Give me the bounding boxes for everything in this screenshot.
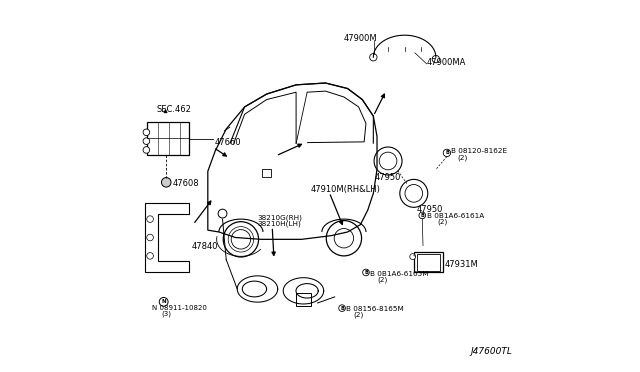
Text: 47950: 47950 [374,173,401,182]
Bar [147,122,189,155]
Text: B 08120-8162E: B 08120-8162E [451,148,507,154]
Text: 47910M(RH&LH): 47910M(RH&LH) [311,185,381,194]
Circle shape [159,298,168,306]
Circle shape [419,212,426,219]
Text: 47950: 47950 [417,205,443,214]
Circle shape [339,305,346,311]
Text: 47660: 47660 [214,138,241,147]
Text: J47600TL: J47600TL [471,347,513,356]
Text: 47840: 47840 [191,242,218,251]
Text: 47900M: 47900M [344,34,378,44]
Text: (2): (2) [354,312,364,318]
Text: N: N [161,299,166,304]
Text: 38210H(LH): 38210H(LH) [257,220,301,227]
Circle shape [432,55,440,63]
Circle shape [161,177,171,187]
Text: 47900MA: 47900MA [427,58,466,67]
Text: B: B [340,306,344,311]
Circle shape [370,54,377,61]
Text: 38210G(RH): 38210G(RH) [257,214,302,221]
Circle shape [363,269,369,276]
Bar [296,293,311,305]
Text: (2): (2) [377,276,387,283]
Text: SEC.462: SEC.462 [156,105,191,114]
Text: 47931M: 47931M [445,260,479,269]
Bar [262,170,271,177]
Circle shape [143,138,150,144]
Text: B 08156-8165M: B 08156-8165M [346,306,404,312]
Text: (2): (2) [458,155,468,161]
Circle shape [444,149,451,157]
Text: B: B [420,213,424,218]
Text: 47608: 47608 [173,179,200,187]
Circle shape [143,129,150,136]
Text: B 0B1A6-6161A: B 0B1A6-6161A [427,213,484,219]
Text: (3): (3) [161,311,171,317]
Circle shape [143,147,150,153]
Bar [417,254,440,270]
Text: B: B [445,150,449,155]
Text: B 0B1A6-6165M: B 0B1A6-6165M [370,270,429,276]
Text: N 08911-10820: N 08911-10820 [152,305,207,311]
Circle shape [410,254,415,260]
Text: B: B [364,270,368,275]
Bar [414,252,444,272]
Text: (2): (2) [437,219,447,225]
